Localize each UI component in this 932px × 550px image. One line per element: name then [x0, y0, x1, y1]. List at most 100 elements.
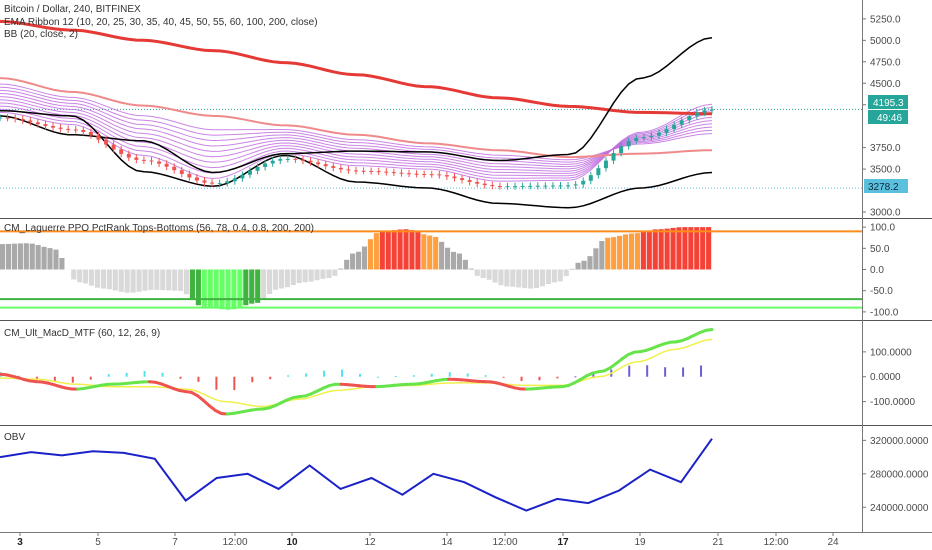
laguerre-bar [207, 269, 213, 308]
laguerre-bar [569, 268, 575, 270]
macd-legend[interactable]: CM_Ult_MacD_MTF (60, 12, 26, 9) [4, 328, 160, 339]
laguerre-bar [421, 234, 427, 270]
candle-body [414, 173, 419, 175]
candle-body [278, 159, 283, 161]
candle-body [626, 141, 631, 147]
macd-histogram-bar [215, 376, 218, 390]
candle-body [490, 185, 495, 187]
laguerre-bar [634, 233, 640, 270]
laguerre-bar [71, 269, 77, 280]
candle-body [270, 160, 275, 164]
candle-body [331, 166, 336, 168]
candle-body [232, 178, 237, 182]
ema-ribbon-line [0, 102, 713, 174]
candle-body [702, 110, 707, 113]
laguerre-bar [338, 268, 344, 270]
candle-body [422, 174, 427, 176]
candle-body [81, 129, 86, 132]
candle-body [376, 171, 381, 173]
candle-body [437, 174, 442, 176]
candle-body [104, 139, 109, 145]
candle-body [96, 135, 101, 140]
laguerre-bar [332, 269, 338, 276]
candle-body [338, 167, 343, 170]
laguerre-bar [178, 269, 184, 291]
macd-histogram-bar [71, 376, 74, 383]
candle-body [149, 160, 154, 162]
candle-body [513, 186, 518, 188]
macd-histogram-bar [430, 373, 433, 377]
laguerre-bar [183, 269, 190, 295]
laguerre-bar [480, 269, 486, 279]
laguerre-legend[interactable]: CM_Laguerre PPO PctRank Tops-Bottoms (56… [4, 223, 314, 234]
time-tick-label: 3 [17, 537, 23, 548]
laguerre-bar [166, 269, 172, 291]
ema-ribbon-line [0, 107, 713, 179]
laguerre-bar [415, 232, 421, 270]
macd-histogram-bar [323, 370, 326, 377]
macd-histogram-bar [628, 365, 631, 377]
candle-body [407, 173, 412, 175]
laguerre-bar [670, 227, 676, 270]
candle-body [467, 180, 472, 182]
bb-lower-line [0, 109, 713, 209]
macd-histogram-bar [53, 376, 56, 381]
axis-tick-label: 280000.0000 [870, 469, 929, 480]
macd-histogram-bar [269, 376, 272, 380]
svg-text:3278.2: 3278.2 [868, 182, 899, 193]
macd-histogram-bar [682, 367, 685, 377]
laguerre-bar [445, 247, 451, 270]
time-tick-label: 21 [712, 537, 724, 548]
axis-tick-label: 3000.0 [870, 208, 901, 219]
laguerre-bar [47, 248, 53, 270]
ema-ribbon-line [0, 89, 713, 165]
candle-body [88, 131, 93, 136]
price-pane[interactable] [0, 19, 862, 209]
laguerre-bar [29, 243, 35, 270]
candle-body [172, 166, 177, 171]
laguerre-bar [551, 269, 557, 283]
laguerre-bar [124, 269, 130, 293]
laguerre-pane[interactable] [0, 227, 862, 310]
candle-body [5, 117, 10, 119]
laguerre-bar [581, 260, 587, 270]
candle-body [535, 185, 540, 187]
candle-body [285, 158, 290, 160]
laguerre-bar [148, 269, 154, 290]
laguerre-bar [450, 251, 457, 270]
candle-body [482, 183, 487, 186]
axis-tick-label: 0.0 [870, 265, 884, 276]
laguerre-bar [249, 269, 255, 304]
candle-body [240, 174, 245, 179]
laguerre-bar [237, 269, 243, 308]
obv-legend[interactable]: OBV [4, 432, 25, 443]
laguerre-bar [462, 259, 468, 270]
laguerre-bar [557, 269, 563, 282]
axis-tick-label: 100.0000 [870, 347, 912, 358]
macd-histogram-bar [341, 369, 344, 377]
laguerre-bar [112, 269, 118, 291]
macd-histogram-bar [520, 376, 523, 382]
macd-signal-line [0, 338, 713, 408]
laguerre-bar [700, 227, 706, 270]
candle-body [444, 175, 449, 177]
laguerre-bar [130, 269, 136, 293]
hline-price-tag: 3278.2 [864, 179, 908, 193]
time-tick-label: 12:00 [492, 537, 517, 548]
laguerre-bar [243, 269, 249, 306]
price-axis[interactable]: 5250.05000.04750.04500.04250.03750.03500… [862, 14, 929, 514]
ema-ribbon-legend[interactable]: EMA Ribbon 12 (10, 20, 25, 30, 35, 40, 4… [4, 17, 318, 28]
candle-body [308, 160, 313, 163]
candle-body [634, 137, 639, 142]
laguerre-bar [302, 269, 308, 283]
bb-legend[interactable]: BB (20, close, 2) [4, 29, 78, 40]
macd-pane[interactable] [0, 327, 714, 416]
laguerre-bar [17, 243, 23, 270]
candle-body [20, 118, 25, 121]
candle-body [369, 170, 374, 172]
candle-body [119, 149, 124, 154]
time-axis[interactable]: 3 5 7 12:00 10 12 14 12:00 17 19 21 12:00 24 [17, 532, 839, 548]
obv-pane[interactable] [0, 438, 713, 512]
candle-body [111, 144, 116, 150]
